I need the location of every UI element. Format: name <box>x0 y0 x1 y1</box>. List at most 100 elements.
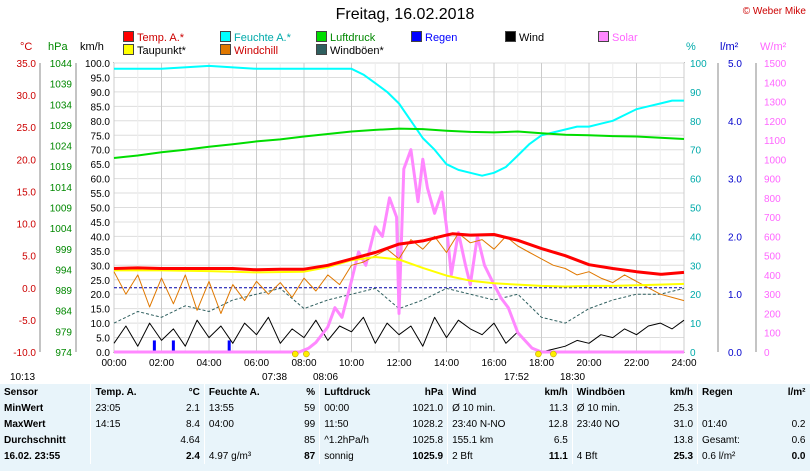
rain-tick-label: 2.0 <box>728 232 742 243</box>
wind-tick-label: 95.0 <box>91 73 111 84</box>
table-cell: 04:00 <box>208 418 234 430</box>
table-cell: Windböen <box>576 386 626 398</box>
wind-tick-label: 85.0 <box>91 102 111 113</box>
table-cell: km/h <box>646 384 699 400</box>
solar-tick-label: 300 <box>764 290 781 301</box>
press-tick-label: 974 <box>55 348 72 359</box>
hum-tick-label: 90 <box>690 88 702 99</box>
table-cell: 2 Bft <box>452 450 473 462</box>
wind-tick-label: 55.0 <box>91 189 111 200</box>
legend-swatch <box>220 44 231 55</box>
table-cell: 0.6 <box>791 434 806 446</box>
sun-marker <box>535 350 542 358</box>
table-cell <box>768 400 810 416</box>
legend-item: Feuchte A.* <box>220 31 291 44</box>
legend-label: Windböen* <box>330 45 384 57</box>
table-cell <box>204 432 282 448</box>
table-row: MinWert 23:05 2.1 13:55 59 00:00 1021.0 Ø 10 mi… <box>0 400 810 416</box>
legend-item: Luftdruck <box>316 31 375 44</box>
x-tick-label: 16:00 <box>481 358 506 369</box>
table-cell: % <box>282 384 321 400</box>
press-tick-label: 1014 <box>50 183 73 194</box>
solar-tick-label: 600 <box>764 232 781 243</box>
table-cell: 2.4 <box>158 448 205 464</box>
table-cell: Temp. A. <box>95 386 137 398</box>
x-tick-label: 24:00 <box>671 358 696 369</box>
table-cell: 11.1 <box>522 448 573 464</box>
table-cell: 23:05 <box>95 402 121 414</box>
legend-item: Windböen* <box>316 44 384 57</box>
table-row: Durchschnitt 4.64 85 ^1.2hPa/h 1025.8 155.1 k… <box>0 432 810 448</box>
table-cell: km/h <box>522 384 573 400</box>
table-cell: MinWert <box>0 400 92 416</box>
legend-label: Regen <box>425 32 458 44</box>
press-tick-label: 984 <box>55 307 72 318</box>
sun-marker <box>303 350 310 358</box>
table-cell: Feuchte A. <box>208 386 260 398</box>
table-cell: Gesamt: <box>702 434 740 446</box>
table-cell: 0.0 <box>791 450 806 462</box>
wind-tick-label: 20.0 <box>91 290 111 301</box>
wind-tick-label: 45.0 <box>91 218 111 229</box>
rain-bar <box>152 340 156 352</box>
rain-tick-label: 3.0 <box>728 175 742 186</box>
press-tick-label: 1024 <box>50 142 73 153</box>
series-line-solar <box>114 148 684 354</box>
dusk-label: 18:30 <box>560 372 586 383</box>
x-tick-label: 14:00 <box>434 358 459 369</box>
rain-tick-label: 5.0 <box>728 59 742 70</box>
dawn-label: 08:06 <box>313 372 339 383</box>
legend-swatch <box>316 31 327 42</box>
table-cell: 0.2 <box>791 418 806 430</box>
temp-tick-label: -5.0 <box>19 316 37 327</box>
solar-tick-label: 1100 <box>764 136 786 147</box>
rain-tick-label: 1.0 <box>728 290 742 301</box>
rain-bar <box>227 340 231 352</box>
x-tick-label: 04:00 <box>196 358 221 369</box>
legend-label: Luftdruck <box>330 32 376 44</box>
table-cell: 0.6 l/m² <box>702 450 736 462</box>
solar-tick-label: 100 <box>764 329 781 340</box>
sunset-label: 17:52 <box>504 372 530 383</box>
table-cell: 11.3 <box>522 400 573 416</box>
legend-swatch <box>220 31 231 42</box>
wind-unit: km/h <box>80 41 104 53</box>
solar-tick-label: 1400 <box>764 78 787 89</box>
press-tick-label: 989 <box>55 286 72 297</box>
press-tick-label: 1004 <box>50 224 73 235</box>
wind-tick-label: 15.0 <box>91 305 111 316</box>
table-cell: hPa <box>393 384 449 400</box>
temp-tick-label: 25.0 <box>17 123 37 134</box>
temp-tick-label: 5.0 <box>22 252 36 263</box>
copyright-text: © Weber Mike <box>742 6 806 17</box>
table-cell: 16.02. 23:55 <box>0 448 92 464</box>
solar-tick-label: 1000 <box>764 155 787 166</box>
rain-tick-label: 4.0 <box>728 117 742 128</box>
hum-unit: % <box>686 41 696 53</box>
sun-marker <box>291 350 299 358</box>
x-tick-label: 12:00 <box>386 358 411 369</box>
sun-marker <box>550 350 557 358</box>
table-cell: l/m² <box>787 386 806 398</box>
table-cell: Wind <box>452 386 477 398</box>
table-cell: °C <box>158 384 205 400</box>
solar-tick-label: 1300 <box>764 98 787 109</box>
press-tick-label: 994 <box>55 265 72 276</box>
table-cell <box>698 400 768 416</box>
table-cell: 4 Bft <box>576 450 598 462</box>
press-tick-label: 1039 <box>50 80 73 91</box>
wind-tick-label: 80.0 <box>91 117 111 128</box>
table-cell: Ø 10 min. <box>452 402 496 414</box>
table-cell <box>91 432 159 448</box>
table-cell: 1028.2 <box>393 416 449 432</box>
press-tick-label: 1044 <box>50 59 73 70</box>
table-cell: sonnig <box>324 450 354 462</box>
table-cell <box>91 448 159 464</box>
legend-swatch <box>505 31 516 42</box>
wind-tick-label: 10.0 <box>91 319 111 330</box>
solar-tick-label: 900 <box>764 175 781 186</box>
solar-tick-label: 400 <box>764 271 781 282</box>
table-cell: 23:40 N-NO <box>452 418 506 430</box>
wind-tick-label: 0.0 <box>96 348 110 359</box>
table-cell: 87 <box>282 448 321 464</box>
